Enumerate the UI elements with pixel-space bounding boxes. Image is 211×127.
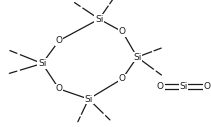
Text: O: O [119,74,126,83]
Text: O: O [119,27,126,36]
Text: O: O [55,84,63,93]
Text: Si: Si [95,15,103,23]
Text: Si: Si [179,82,188,91]
Text: Si: Si [38,59,46,68]
Text: Si: Si [133,53,141,62]
Text: O: O [203,82,210,91]
Text: O: O [55,36,63,45]
Text: Si: Si [84,95,93,104]
Text: O: O [157,82,164,91]
